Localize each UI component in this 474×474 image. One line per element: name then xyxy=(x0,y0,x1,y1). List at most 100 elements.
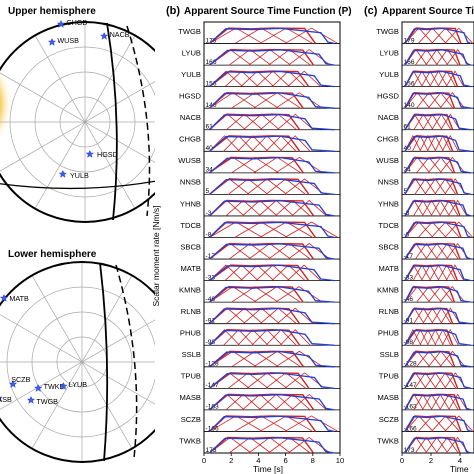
station-name-label: YHNB xyxy=(180,199,201,208)
trace-row: NACB 61 xyxy=(180,113,340,131)
synthetic-triangle xyxy=(426,328,444,346)
azimuth-label: -33 xyxy=(206,274,216,281)
synthetic-triangle xyxy=(448,393,468,411)
nodal-plane-dashed xyxy=(126,25,151,217)
x-tick-label: 0 xyxy=(400,456,404,465)
panel-c-label: (c) xyxy=(364,5,378,17)
synthetic-triangle xyxy=(441,134,459,152)
observed-stf-line xyxy=(404,437,472,454)
station-name-label: TDCB xyxy=(378,221,399,230)
station-label: TWKB xyxy=(44,382,65,391)
synthetic-triangle xyxy=(444,27,474,44)
synthetic-triangle xyxy=(284,372,325,389)
panel-b: (b) Apparent Source Time Function (P) Sc… xyxy=(151,5,352,474)
synthetic-triangle xyxy=(258,393,294,411)
station-name-label: MASB xyxy=(377,393,399,402)
trace-row: KMNB -46 xyxy=(377,285,474,303)
observed-stf-line xyxy=(209,49,335,66)
station-name-label: CHGB xyxy=(179,135,201,144)
synthetic-triangle xyxy=(242,199,278,217)
lower-hemisphere-title: Lower hemisphere xyxy=(8,249,97,260)
station-name-label: MASB xyxy=(179,393,201,402)
synthetic-triangle xyxy=(413,113,434,130)
trace-row: PHUB -98 xyxy=(378,329,474,346)
synthetic-triangle xyxy=(223,135,254,152)
x-tick-label: 6 xyxy=(283,456,287,465)
station-name-label: SBCB xyxy=(378,242,399,251)
synthetic-triangle xyxy=(279,135,311,152)
observed-stf-line xyxy=(209,350,335,368)
synthetic-triangle xyxy=(419,134,437,152)
upper-hemisphere-stereonet: SBCBYHNBTDCBNNSBCHGBNACBWUSBSSLBHGSDYULB… xyxy=(0,18,155,223)
synthetic-triangle xyxy=(414,372,437,389)
observed-stf-line xyxy=(404,156,472,174)
stereonet-outline xyxy=(0,261,155,463)
station-name-label: TPUB xyxy=(379,372,399,381)
trace-row: SCZB -166 xyxy=(379,415,474,432)
x-tick-label: 10 xyxy=(336,456,344,465)
station-name-label: NACB xyxy=(180,113,201,122)
synthetic-triangle xyxy=(439,285,466,303)
azimuth-label: -46 xyxy=(404,296,414,303)
synthetic-stf-line xyxy=(404,113,454,131)
synthetic-triangle xyxy=(234,415,288,432)
synthetic-stf-line xyxy=(208,329,301,346)
x-axis-label: Time [s] xyxy=(253,464,283,474)
trace-row: RLNB -91 xyxy=(379,307,474,325)
synthetic-triangle xyxy=(430,393,450,411)
observed-stf-line xyxy=(404,372,472,389)
synthetic-triangle xyxy=(425,242,449,260)
azimuth-label: -46 xyxy=(206,296,216,303)
synthetic-triangle xyxy=(417,221,447,238)
observed-stf-line xyxy=(404,49,472,66)
synthetic-triangle xyxy=(209,178,250,195)
synthetic-triangle xyxy=(440,307,461,324)
x-tick-label: 8 xyxy=(311,456,315,465)
x-tick-label: 4 xyxy=(458,456,462,465)
station-label: TWGB xyxy=(36,397,58,406)
synthetic-triangle xyxy=(279,329,311,346)
trace-row: MATB -33 xyxy=(378,264,474,281)
station-label: MATB xyxy=(9,294,29,303)
observed-stf-line xyxy=(404,264,472,282)
trace-row: TWKB 173 xyxy=(377,436,474,454)
azimuth-label: 34 xyxy=(206,167,214,174)
synthetic-triangle xyxy=(209,286,257,303)
panel-a: Upper hemisphere SBCBYHNBTDCBNNSBCHGBNAC… xyxy=(0,6,155,463)
station-name-label: TDCB xyxy=(180,221,201,230)
station-name-label: NACB xyxy=(378,113,399,122)
azimuth-label: 5 xyxy=(206,188,210,195)
observed-stf-line xyxy=(404,394,472,411)
synthetic-triangle xyxy=(415,48,438,66)
observed-stf-line xyxy=(208,307,335,325)
nodal-plane-solid xyxy=(106,22,118,221)
azimuth-label: 166 xyxy=(206,59,217,66)
synthetic-triangle xyxy=(224,264,259,281)
synthetic-triangle xyxy=(275,156,323,174)
synthetic-triangle xyxy=(404,178,427,195)
synthetic-triangle xyxy=(226,307,263,325)
synthetic-triangle xyxy=(209,199,245,217)
upper-hemisphere-title: Upper hemisphere xyxy=(8,6,96,17)
station-name-label: KMNB xyxy=(377,285,399,294)
observed-stf-line xyxy=(209,70,335,88)
station-marker xyxy=(56,20,66,28)
synthetic-triangle xyxy=(237,329,269,346)
observed-stf-line xyxy=(404,200,472,217)
station-name-label: SCZB xyxy=(181,415,201,424)
synthetic-triangle xyxy=(439,350,466,368)
observed-stf-line xyxy=(209,156,335,174)
synthetic-triangle xyxy=(441,328,459,346)
observed-stf-line xyxy=(404,113,472,131)
synthetic-triangle xyxy=(426,134,444,152)
azimuth-label: -91 xyxy=(404,318,414,325)
synthetic-triangle xyxy=(425,48,449,66)
station-name-label: SSLB xyxy=(380,350,399,359)
synthetic-triangle xyxy=(287,70,322,87)
synthetic-triangle xyxy=(256,264,290,281)
synthetic-triangle xyxy=(424,372,447,389)
synthetic-triangle xyxy=(412,264,431,281)
